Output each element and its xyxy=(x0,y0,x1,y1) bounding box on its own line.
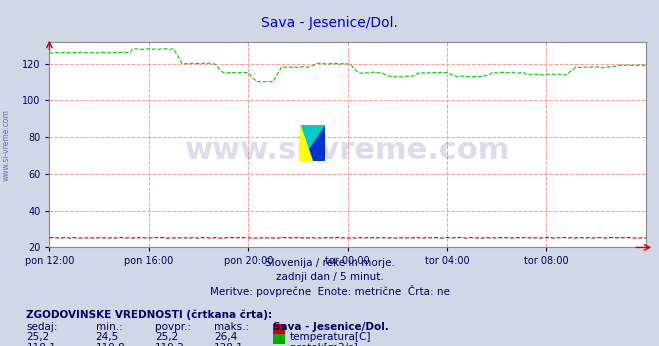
Bar xyxy=(300,125,312,161)
Text: ZGODOVINSKE VREDNOSTI (črtkana črta):: ZGODOVINSKE VREDNOSTI (črtkana črta): xyxy=(26,310,272,320)
Text: 118,1: 118,1 xyxy=(26,343,56,346)
Text: zadnji dan / 5 minut.: zadnji dan / 5 minut. xyxy=(275,272,384,282)
Polygon shape xyxy=(312,125,325,161)
Text: sedaj:: sedaj: xyxy=(26,322,58,332)
Text: 110,8: 110,8 xyxy=(96,343,125,346)
Text: Meritve: povprečne  Enote: metrične  Črta: ne: Meritve: povprečne Enote: metrične Črta:… xyxy=(210,285,449,298)
Text: 25,2: 25,2 xyxy=(155,332,178,342)
Text: pretok[m3/s]: pretok[m3/s] xyxy=(290,343,358,346)
Polygon shape xyxy=(300,125,312,161)
Text: 26,4: 26,4 xyxy=(214,332,237,342)
Bar xyxy=(273,324,285,334)
Polygon shape xyxy=(300,125,325,161)
Text: 119,2: 119,2 xyxy=(155,343,185,346)
Text: Slovenija / reke in morje.: Slovenija / reke in morje. xyxy=(264,258,395,268)
Text: 25,2: 25,2 xyxy=(26,332,49,342)
Text: min.:: min.: xyxy=(96,322,123,332)
Text: www.si-vreme.com: www.si-vreme.com xyxy=(2,109,11,181)
Bar xyxy=(312,125,325,161)
Text: povpr.:: povpr.: xyxy=(155,322,191,332)
Polygon shape xyxy=(300,125,312,161)
Text: temperatura[C]: temperatura[C] xyxy=(290,332,372,342)
Text: Sava - Jesenice/Dol.: Sava - Jesenice/Dol. xyxy=(273,322,389,332)
Text: maks.:: maks.: xyxy=(214,322,249,332)
Polygon shape xyxy=(300,125,325,161)
Text: www.si-vreme.com: www.si-vreme.com xyxy=(185,136,510,165)
Bar xyxy=(273,334,285,344)
Text: 24,5: 24,5 xyxy=(96,332,119,342)
Text: Sava - Jesenice/Dol.: Sava - Jesenice/Dol. xyxy=(261,16,398,29)
Text: 128,1: 128,1 xyxy=(214,343,244,346)
